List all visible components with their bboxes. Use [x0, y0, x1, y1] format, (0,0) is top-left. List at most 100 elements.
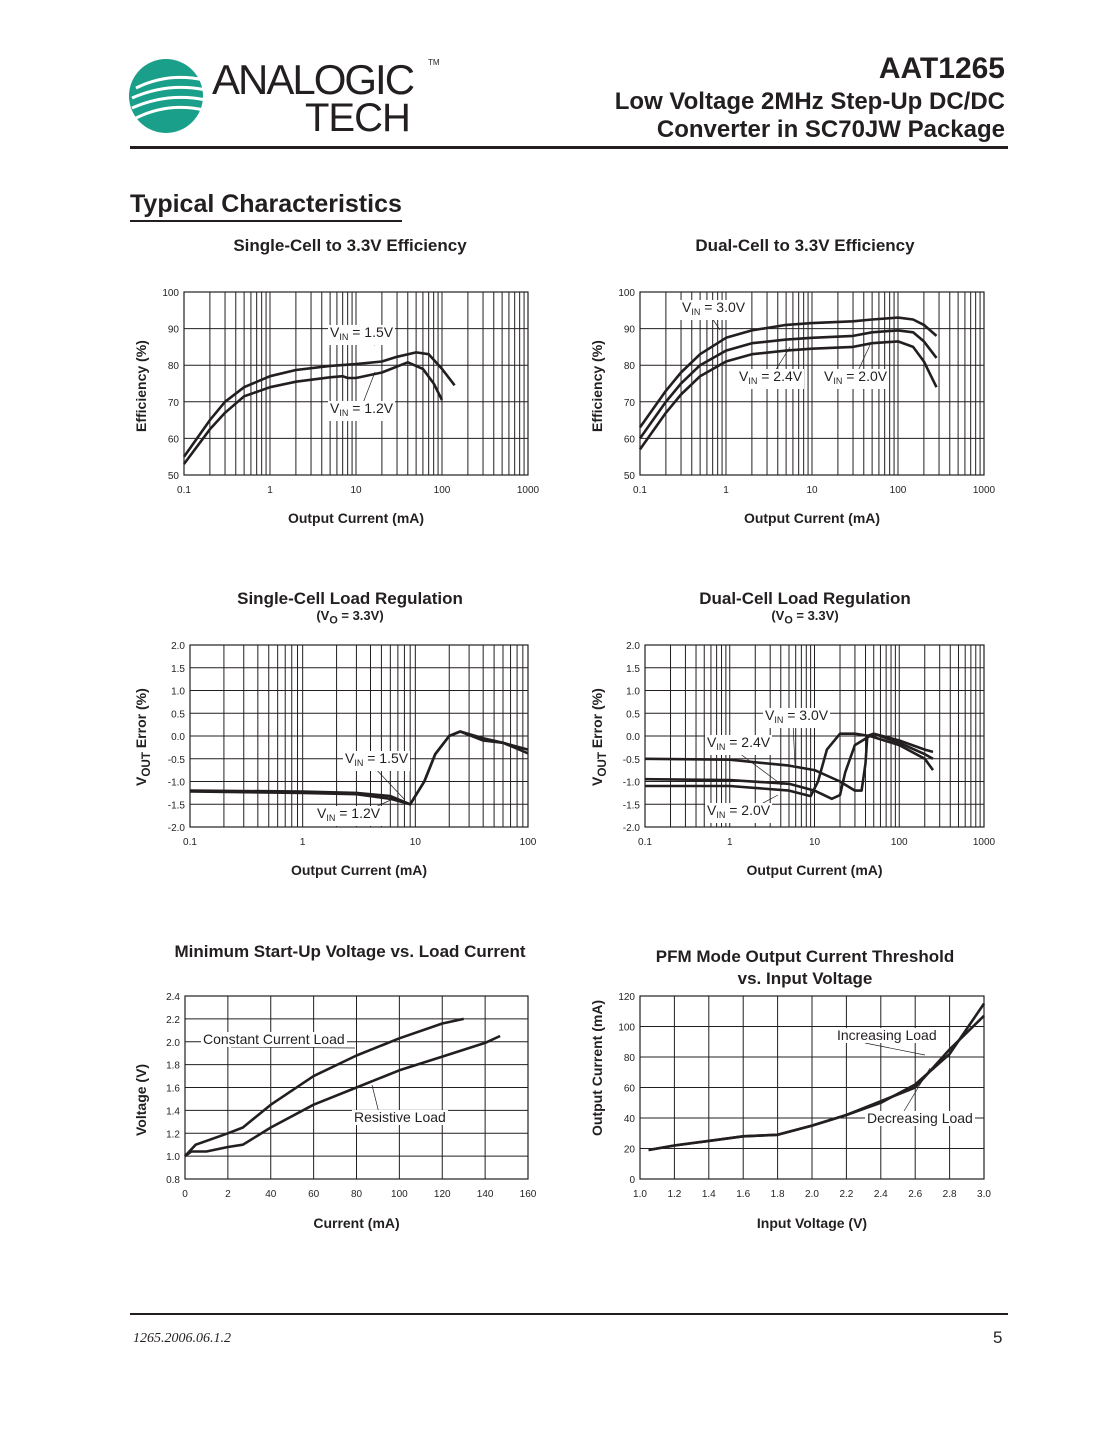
series-line	[648, 1014, 985, 1152]
logo-text: ANALOGIC	[212, 56, 415, 103]
chart-subtitle: vs. Input Voltage	[737, 969, 873, 988]
plot-frame	[184, 995, 529, 1180]
annotation-leader	[230, 1046, 356, 1049]
y-tick-label: 2.4	[166, 992, 180, 1003]
series-annotation: VIN = 1.2V	[315, 806, 383, 826]
y-tick-label: -0.5	[623, 755, 641, 766]
x-axis-label: Output Current (mA)	[743, 510, 881, 526]
series-line	[182, 361, 444, 465]
y-tick-label: 100	[618, 1023, 635, 1034]
annotation-leader	[864, 1042, 926, 1056]
analogictech-logo-mark	[129, 59, 207, 133]
y-tick-label: 50	[624, 471, 636, 482]
y-tick-label: 0.0	[626, 732, 640, 743]
y-tick-label: 1.8	[166, 1061, 180, 1072]
x-tick-label: 1.2	[667, 1189, 681, 1200]
series-annotation: VIN = 2.4V	[737, 369, 805, 389]
y-tick-label: -0.5	[168, 755, 186, 766]
x-tick-label: 60	[308, 1189, 320, 1200]
x-tick-label: 1	[723, 485, 729, 496]
y-axis-label: VOUT Error (%)	[133, 688, 153, 786]
y-tick-label: 60	[624, 434, 636, 445]
series-annotation: Increasing Load	[835, 1027, 939, 1043]
x-tick-label: 0	[182, 1189, 188, 1200]
x-tick-label: 10	[809, 837, 821, 848]
series-annotation: Resistive Load	[352, 1109, 448, 1125]
series-annotation: VIN = 2.4V	[705, 735, 773, 755]
series-line	[182, 351, 456, 458]
chart-title: Single-Cell Load Regulation	[237, 589, 463, 608]
y-tick-label: 0	[629, 1175, 635, 1186]
chart-title: Single-Cell to 3.3V Efficiency	[233, 236, 467, 255]
chart-title: Dual-Cell Load Regulation	[699, 589, 911, 608]
y-tick-label: 1.5	[171, 664, 185, 675]
chart-title: Minimum Start-Up Voltage vs. Load Curren…	[174, 942, 526, 961]
series-annotation: VIN = 2.0V	[705, 803, 773, 823]
x-axis-label: Input Voltage (V)	[756, 1215, 868, 1231]
x-tick-label: 2.2	[839, 1189, 853, 1200]
y-tick-label: 2.0	[171, 641, 185, 652]
y-tick-label: -1.0	[623, 778, 641, 789]
y-tick-label: -1.5	[623, 800, 641, 811]
series-line	[638, 340, 938, 451]
series-line	[638, 329, 938, 440]
x-tick-label: 1.0	[633, 1189, 647, 1200]
x-tick-label: 1000	[973, 837, 996, 848]
x-axis-label: Output Current (mA)	[746, 862, 883, 878]
logo-text-tech: TECH	[305, 96, 411, 140]
y-tick-label: -2.0	[623, 823, 641, 834]
series-annotation: VIN = 1.5V	[343, 751, 411, 771]
chart-title: PFM Mode Output Current Threshold	[655, 947, 955, 966]
x-tick-label: 0.1	[638, 837, 652, 848]
x-tick-label: 160	[520, 1189, 537, 1200]
x-tick-label: 100	[434, 485, 451, 496]
trademark: TM	[428, 58, 440, 67]
y-tick-label: 80	[624, 1053, 636, 1064]
y-axis-label: VOUT Error (%)	[589, 688, 609, 786]
y-tick-label: 50	[168, 471, 180, 482]
y-tick-label: 1.0	[166, 1152, 180, 1163]
y-tick-label: 0.5	[171, 709, 185, 720]
y-tick-label: 0.5	[626, 709, 640, 720]
chart-subtitle: (VO = 3.3V)	[316, 608, 384, 627]
y-tick-label: -1.0	[168, 778, 186, 789]
y-tick-label: 20	[624, 1145, 636, 1156]
series-annotation: VIN = 1.2V	[328, 401, 396, 421]
y-tick-label: 120	[618, 992, 635, 1003]
x-tick-label: 3.0	[977, 1189, 991, 1200]
y-tick-label: 2.0	[166, 1038, 180, 1049]
series-line	[189, 730, 529, 806]
annotation-leader	[792, 722, 796, 766]
x-tick-label: 1.8	[771, 1189, 785, 1200]
series-annotation: Decreasing Load	[865, 1110, 975, 1126]
x-tick-label: 0.1	[177, 485, 191, 496]
x-tick-label: 100	[891, 837, 908, 848]
series-annotation: Constant Current Load	[201, 1031, 347, 1047]
part-number: AAT1265	[878, 52, 1005, 85]
series-annotation: VIN = 3.0V	[763, 708, 831, 728]
y-tick-label: 2.0	[626, 641, 640, 652]
x-axis-label: Output Current (mA)	[290, 862, 428, 878]
x-tick-label: 2.6	[908, 1189, 922, 1200]
y-tick-label: 70	[624, 398, 636, 409]
series-line	[645, 732, 935, 798]
x-tick-label: 2.0	[805, 1189, 819, 1200]
x-tick-label: 1.4	[702, 1189, 716, 1200]
x-tick-label: 1000	[517, 485, 540, 496]
y-tick-label: 0.0	[171, 732, 185, 743]
y-tick-label: 40	[624, 1114, 636, 1125]
annotation-leader	[734, 749, 783, 786]
chart-title: Dual-Cell to 3.3V Efficiency	[695, 236, 915, 255]
y-tick-label: 100	[162, 288, 179, 299]
x-axis-label: Output Current (mA)	[287, 510, 425, 526]
plot-frame	[189, 644, 529, 828]
series-annotation: VIN = 1.5V	[328, 325, 396, 345]
y-tick-label: 0.8	[166, 1175, 180, 1186]
series-annotation: VIN = 3.0V	[680, 300, 748, 320]
series-line	[648, 1002, 986, 1152]
x-tick-label: 10	[410, 837, 422, 848]
header-rule	[130, 146, 1008, 149]
x-tick-label: 0.1	[633, 485, 647, 496]
x-tick-label: 1.6	[736, 1189, 750, 1200]
